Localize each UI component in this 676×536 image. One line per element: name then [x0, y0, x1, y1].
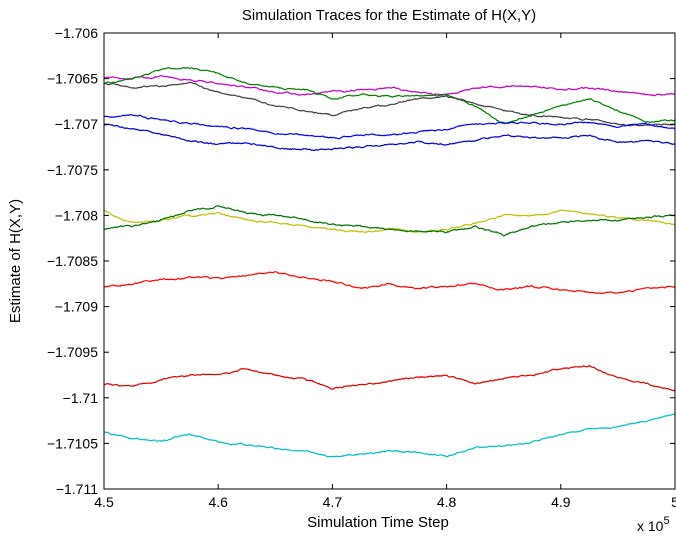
x-axis: 4.5 4.6 4.7 4.8 4.9 5	[94, 33, 676, 510]
y-tick-label: −1.706	[55, 25, 98, 41]
chart-title: Simulation Traces for the Estimate of H(…	[242, 7, 536, 24]
y-tick-label: −1.71	[63, 390, 99, 406]
series-line-4	[103, 113, 676, 140]
x-tick-label: 5	[671, 494, 676, 510]
y-tick-label: −1.7085	[47, 253, 98, 269]
series-line-3	[103, 81, 676, 127]
x-tick-label: 4.7	[323, 494, 343, 510]
series-line-7	[103, 205, 676, 237]
x-axis-multiplier-base: x 10	[637, 518, 664, 534]
series-line-9	[103, 364, 676, 392]
x-tick-label: 4.5	[94, 494, 114, 510]
series-line-8	[103, 271, 676, 295]
y-tick-label: −1.7095	[47, 344, 98, 360]
y-tick-label: −1.7065	[47, 71, 98, 87]
x-axis-label: Simulation Time Step	[307, 514, 449, 531]
y-tick-label: −1.707	[55, 116, 98, 132]
y-tick-label: −1.709	[55, 299, 98, 315]
y-tick-label: −1.711	[56, 481, 98, 497]
x-tick-label: 4.9	[551, 494, 571, 510]
x-tick-label: 4.8	[437, 494, 457, 510]
series-line-1	[103, 74, 676, 97]
series-line-2	[103, 66, 676, 125]
x-tick-label: 4.6	[208, 494, 228, 510]
x-axis-multiplier-exponent: 5	[663, 515, 669, 527]
series-layer	[103, 66, 676, 458]
series-line-6	[103, 209, 676, 233]
series-line-10	[103, 413, 676, 458]
y-tick-label: −1.708	[55, 207, 98, 223]
x-axis-multiplier: x 105	[637, 515, 670, 534]
y-axis: −1.706 −1.7065 −1.707 −1.7075 −1.708 −1.7085 −…	[47, 25, 675, 497]
series-line-5	[103, 123, 676, 152]
y-tick-label: −1.7105	[47, 435, 98, 451]
y-tick-label: −1.7075	[47, 162, 98, 178]
y-axis-label: Estimate of H(X,Y)	[7, 199, 24, 323]
